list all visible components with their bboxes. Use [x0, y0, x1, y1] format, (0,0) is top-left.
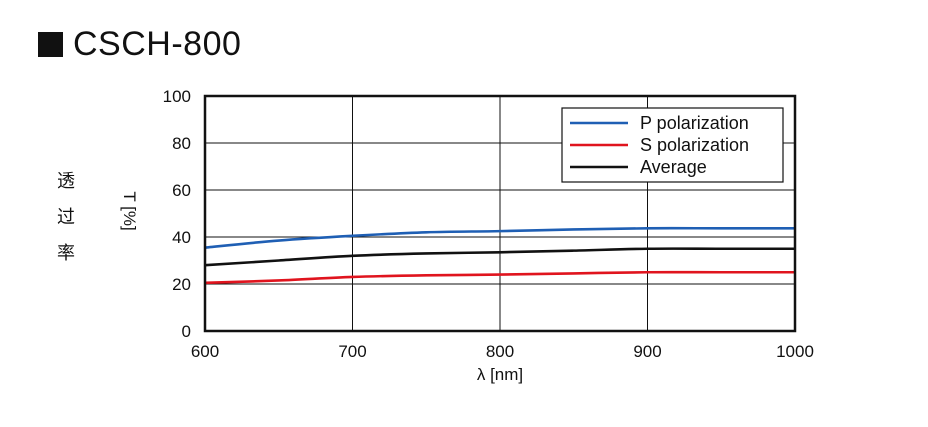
- series-line: [204, 247, 795, 267]
- y-tick-label: 40: [172, 228, 191, 247]
- y-tick-label: 20: [172, 275, 191, 294]
- legend-label: P polarization: [640, 113, 749, 133]
- legend-label: Average: [640, 157, 707, 177]
- chart-title-block: CSCH-800: [38, 22, 241, 66]
- x-tick-label: 900: [633, 342, 661, 361]
- x-axis-label: λ [nm]: [477, 365, 523, 384]
- x-tick-label: 600: [191, 342, 219, 361]
- y-tick-label: 80: [172, 134, 191, 153]
- plot-frame: [203, 94, 797, 333]
- x-tick-label: 1000: [776, 342, 814, 361]
- y-axis-cjk-char: 透: [57, 171, 75, 192]
- y-axis-cjk-char: 率: [57, 243, 75, 264]
- y-tick-label: 60: [172, 181, 191, 200]
- y-tick-label: 0: [182, 322, 191, 341]
- x-tick-label: 800: [486, 342, 514, 361]
- series-line: [204, 226, 795, 249]
- series-line: [204, 270, 795, 285]
- y-axis-cjk-char: 过: [57, 207, 75, 228]
- y-axis-cjk-label: 透 过 率: [54, 164, 78, 272]
- chart-title: CSCH-800: [73, 24, 242, 63]
- legend-label: S polarization: [640, 135, 749, 155]
- y-tick-label: 100: [163, 87, 191, 106]
- x-tick-label: 700: [338, 342, 366, 361]
- square-bullet-icon: [38, 31, 63, 57]
